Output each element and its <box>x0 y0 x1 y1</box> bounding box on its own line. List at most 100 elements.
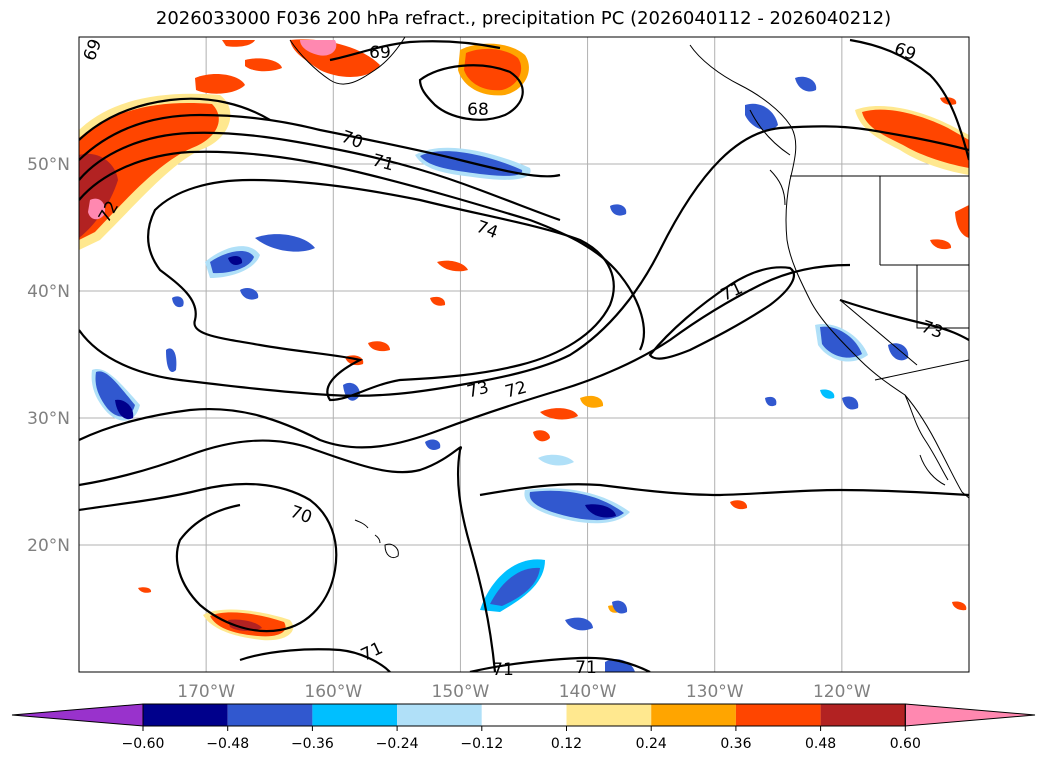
patch-pos-top-center-inner <box>464 48 522 91</box>
coastline-alaska <box>289 37 406 85</box>
patch-pos-730-505 <box>730 500 748 510</box>
contour-label: 68 <box>467 100 489 120</box>
patch-neg-120-415 <box>115 399 134 420</box>
patch-pos-225-42 <box>222 40 255 47</box>
patch-neg-895 <box>888 343 909 361</box>
lon-tick-label: 160°W <box>304 682 362 702</box>
refractivity-contours <box>79 38 969 672</box>
border-us-states <box>839 176 969 381</box>
colorbar-tick-label: 0.12 <box>551 736 582 752</box>
patch-pos-south-left-core <box>228 619 262 631</box>
patch-neg-175 <box>172 296 184 308</box>
colorbar-tick-label: 0.24 <box>636 736 667 752</box>
lon-tick-label: 130°W <box>686 682 744 702</box>
patch-pos-940-245 <box>930 239 952 250</box>
patch-neg-610 <box>605 659 635 672</box>
contour-70 <box>79 113 561 178</box>
lon-tick-label: 150°W <box>432 682 490 702</box>
contour-73-mid <box>79 125 969 397</box>
latitude-labels: 20°N 30°N 40°N 50°N <box>27 155 70 556</box>
patch-pos-195-80 <box>195 74 245 94</box>
coastline-bc-islands <box>749 109 791 206</box>
patch-neg-250-core <box>228 255 243 266</box>
patch-neg-800 <box>795 76 817 92</box>
contour-72-east <box>479 483 969 497</box>
patch-neg-545 <box>538 454 574 466</box>
colorbar-segment <box>651 704 736 726</box>
colorbar-tick-label: −0.36 <box>291 736 334 752</box>
lon-tick-label: 170°W <box>177 682 235 702</box>
contour-label: 69 <box>369 43 391 63</box>
patch-pos-535-433 <box>533 430 550 442</box>
patch-neg-430 <box>425 439 441 450</box>
contour-72-mid <box>79 263 851 449</box>
patch-neg-245 <box>240 287 259 300</box>
patch-neg-610-208 <box>610 204 627 216</box>
lon-tick-label: 140°W <box>559 682 617 702</box>
coastline-gulf <box>919 454 946 486</box>
contour-72 <box>79 150 645 351</box>
patch-neg-760 <box>745 103 778 131</box>
contour-71-east <box>648 266 795 360</box>
colorbar: −0.60 −0.48 −0.36 −0.24 −0.12 0.12 0.24 0.36 0.4… <box>11 703 1036 752</box>
patch-neg-620 <box>612 600 628 614</box>
colorbar-segment <box>481 704 567 726</box>
contour-69-n <box>329 40 501 62</box>
colorbar-tick-label: 0.60 <box>890 736 921 752</box>
map-title: 2026033000 F036 200 hPa refract., precip… <box>155 8 892 29</box>
patch-neg-570 <box>565 617 593 631</box>
coastline-baja <box>904 394 949 481</box>
colorbar-segment <box>397 704 482 726</box>
patch-pos-580-400 <box>580 395 604 408</box>
contour-label: 71 <box>575 658 597 678</box>
contour-label: 71 <box>492 660 514 680</box>
colorbar-segment <box>227 704 313 726</box>
patch-pos-nw-inner <box>79 103 219 240</box>
patch-pos-245-62 <box>245 58 282 72</box>
lat-tick-label: 40°N <box>27 282 70 302</box>
colorbar-tick-label: 0.36 <box>720 736 751 752</box>
colorbar-extend-high <box>904 703 1036 727</box>
lat-tick-label: 30°N <box>27 409 70 429</box>
contour-68 <box>418 64 524 121</box>
contour-69-nw <box>79 97 271 141</box>
lat-tick-label: 20°N <box>27 536 70 556</box>
map-frame <box>78 36 970 673</box>
patch-neg-275 <box>255 234 315 252</box>
colorbar-tick-label: 0.48 <box>805 736 836 752</box>
coastline-north-america <box>689 44 969 499</box>
contour-74 <box>146 178 615 402</box>
patch-neg-765-395 <box>765 396 777 407</box>
patch-pos-370-345 <box>368 341 390 352</box>
colorbar-tick-label: −0.60 <box>122 736 165 752</box>
colorbar-segment <box>312 704 398 726</box>
patch-pos-440-265 <box>437 260 468 272</box>
patch-pos-540-410 <box>540 408 578 420</box>
colorbar-outline <box>142 703 906 727</box>
contour-71-west <box>79 439 497 672</box>
coastlines <box>289 37 969 559</box>
colorbar-segment <box>735 704 821 726</box>
contour-71-south <box>239 648 391 672</box>
patch-neg-170 <box>166 348 177 372</box>
colorbar-segment <box>566 704 652 726</box>
lat-tick-label: 50°N <box>27 155 70 175</box>
patch-neg-840-inner <box>820 326 862 358</box>
colorbar-segment <box>143 704 228 726</box>
colorbar-tick-label: −0.24 <box>376 736 419 752</box>
contour-71-south2 <box>469 656 651 672</box>
colorbar-extend-low <box>11 703 144 727</box>
colorbar-tick-label: −0.48 <box>206 736 249 752</box>
longitude-labels: 170°W 160°W 150°W 140°W 130°W 120°W <box>177 682 871 702</box>
patch-neg-640 <box>820 389 835 399</box>
patch-neg-center-core <box>585 504 616 518</box>
patch-neg-850 <box>842 396 859 410</box>
contour-69-ne <box>849 38 969 161</box>
patch-pos-430-300 <box>430 296 446 306</box>
lon-tick-label: 120°W <box>813 682 871 702</box>
patch-pos-950-605 <box>952 601 967 611</box>
patch-pos-140-590 <box>138 587 152 593</box>
colorbar-tick-label: −0.12 <box>460 736 503 752</box>
patch-pos-top-pink <box>300 40 337 56</box>
